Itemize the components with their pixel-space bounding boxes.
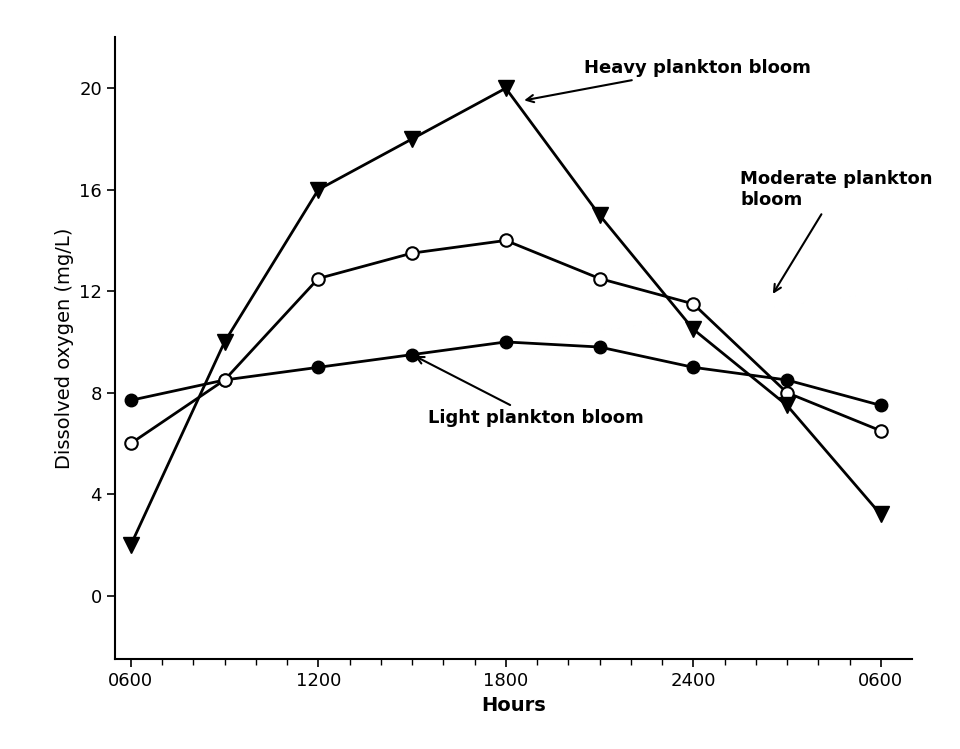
Y-axis label: Dissolved oxygen (mg/L): Dissolved oxygen (mg/L) bbox=[55, 228, 74, 469]
Text: Moderate plankton
bloom: Moderate plankton bloom bbox=[740, 170, 933, 292]
Text: Light plankton bloom: Light plankton bloom bbox=[417, 357, 643, 427]
X-axis label: Hours: Hours bbox=[481, 696, 546, 715]
Text: Heavy plankton bloom: Heavy plankton bloom bbox=[526, 59, 811, 102]
